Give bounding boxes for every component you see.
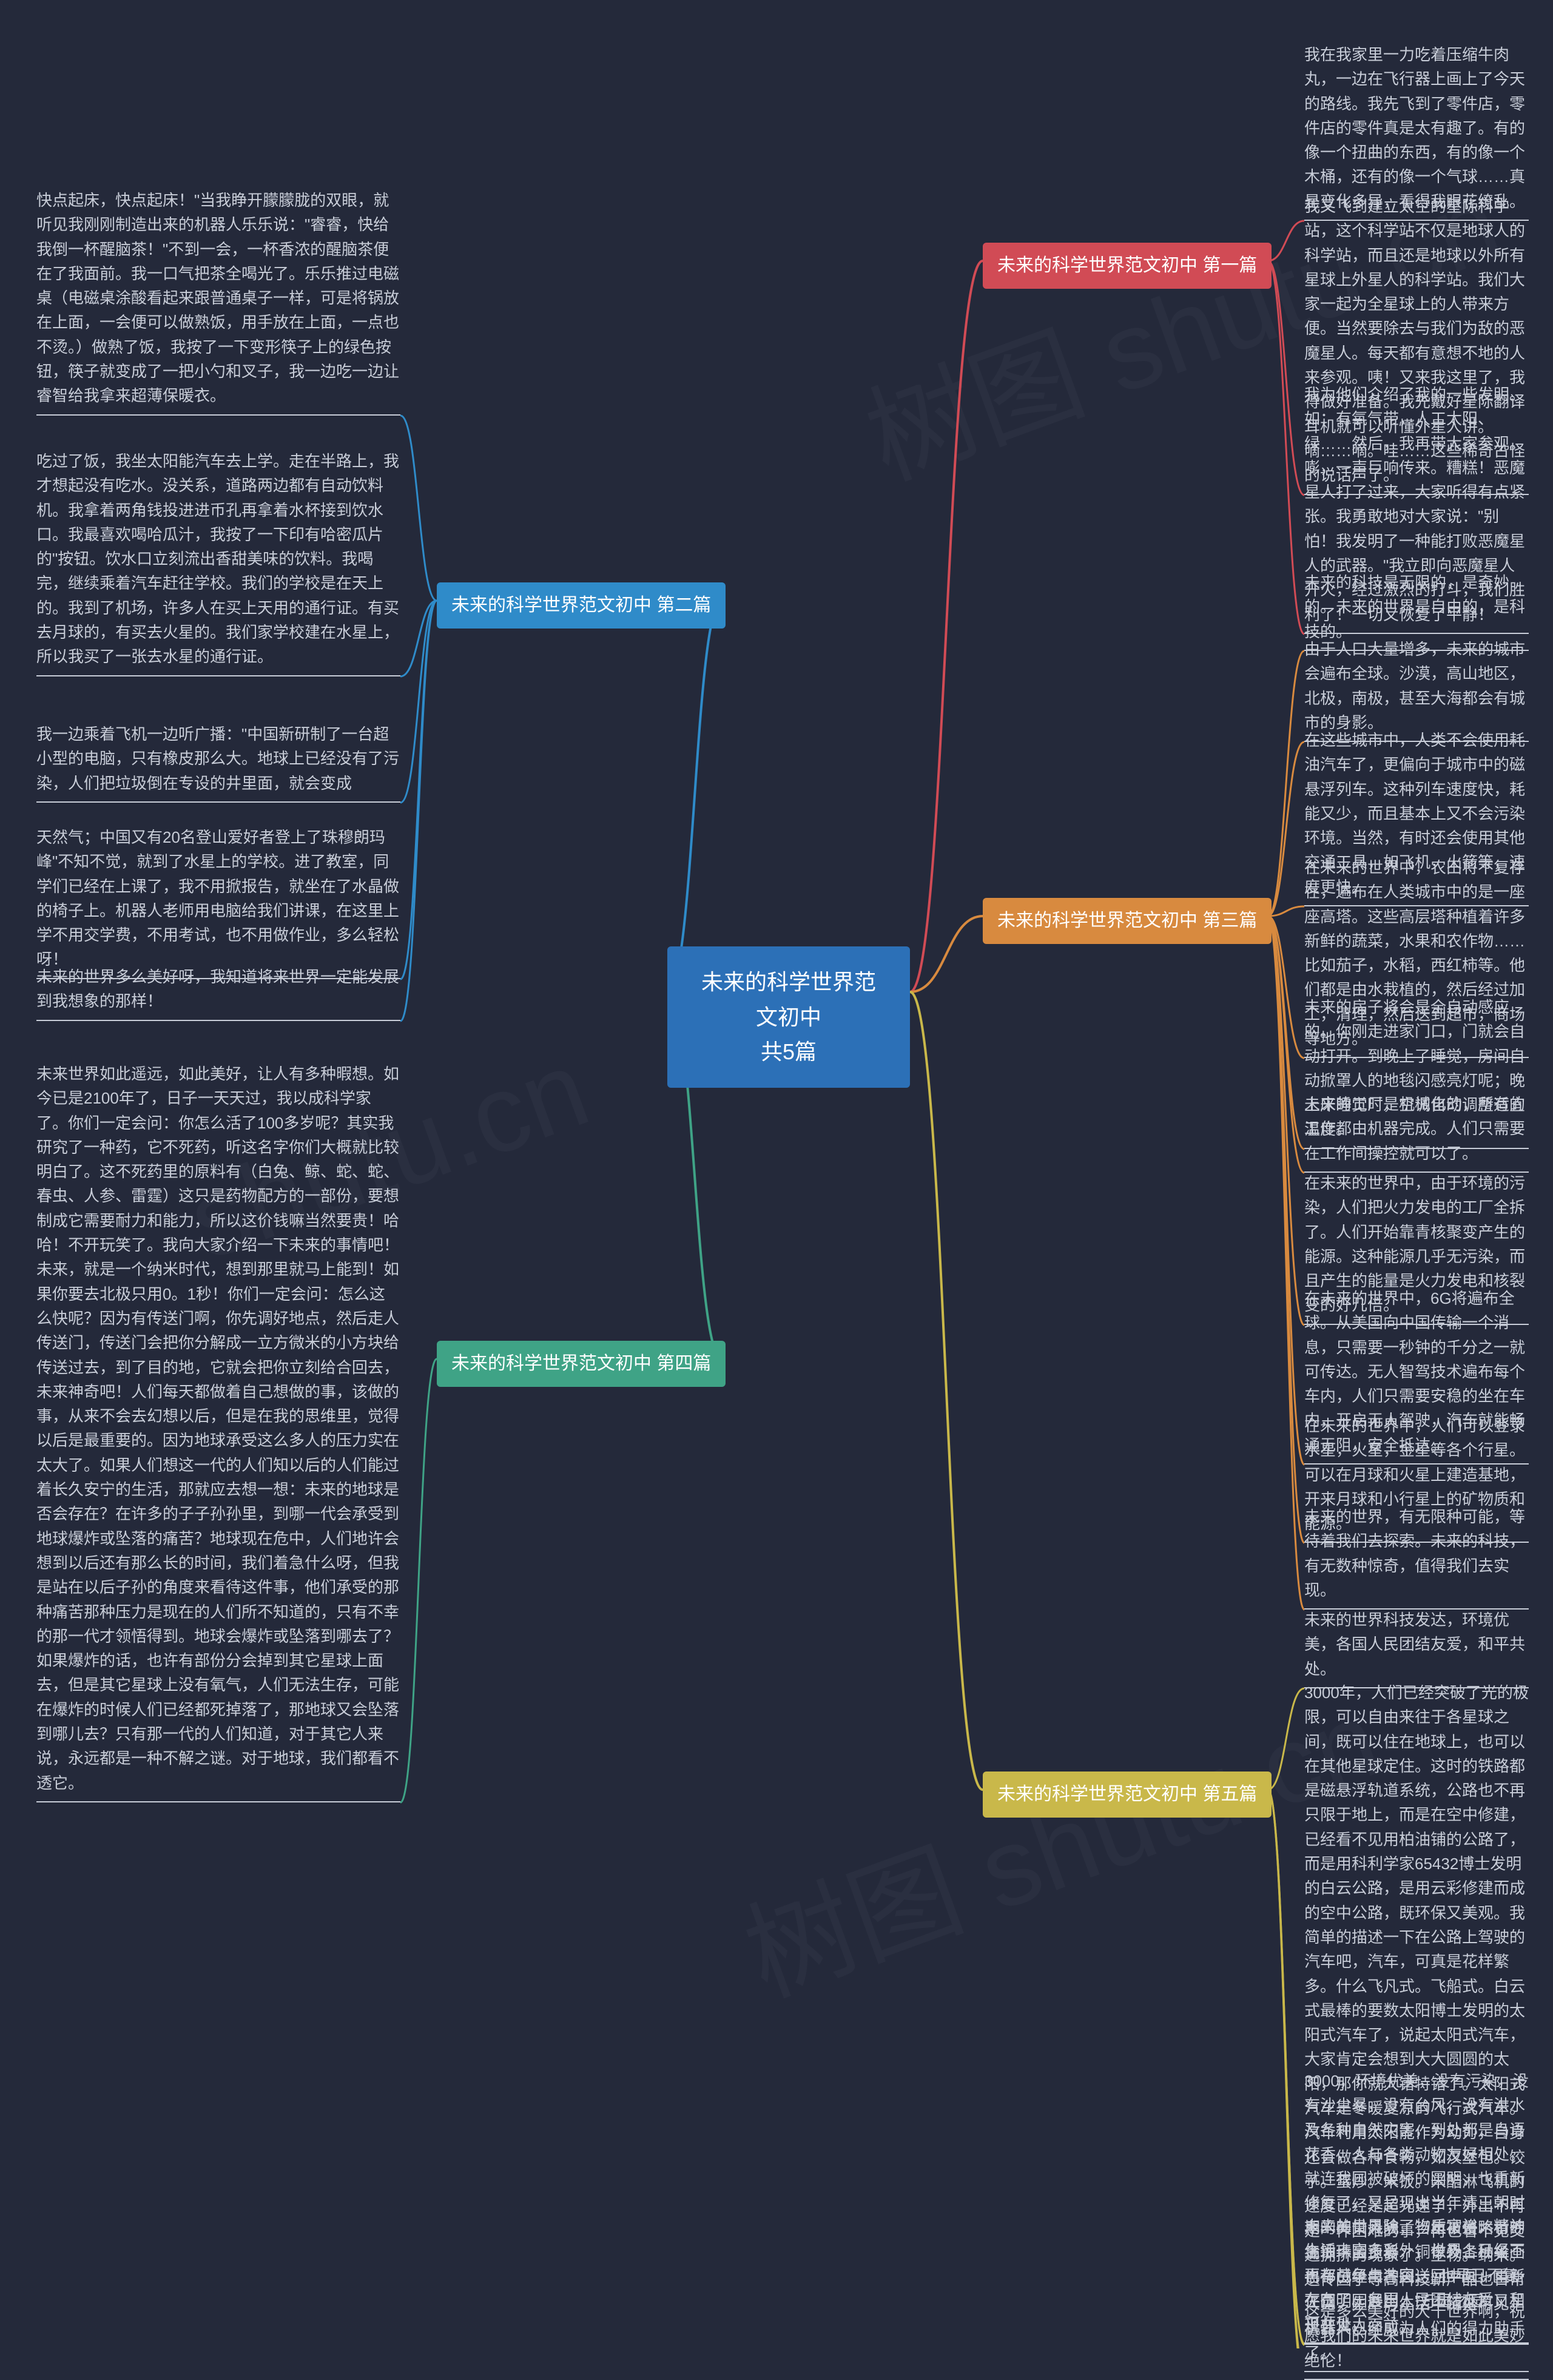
- root-node[interactable]: 未来的科学世界范文初中共5篇: [667, 946, 910, 1088]
- leaf-b2-0[interactable]: 快点起床，快点起床！"当我睁开朦朦胧的双眼，就听见我刚刚制造出来的机器人乐乐说：…: [36, 182, 400, 416]
- leaf-b3-5[interactable]: 未来的工厂是机械化的，所有的工作都由机器完成。人们只需要在工作间操控就可以了。: [1304, 1086, 1529, 1173]
- leaf-b2-2[interactable]: 我一边乘着飞机一边听广播："中国新研制了一台超小型的电脑，只有橡皮那么大。地球上…: [36, 716, 400, 803]
- branch-4[interactable]: 未来的科学世界范文初中 第四篇: [437, 1341, 726, 1387]
- leaf-b5-4[interactable]: 这是多么美好的大千世界啊，祝愿我们的未来世界就是如此美妙绝伦！: [1304, 2293, 1529, 2380]
- leaf-b2-3[interactable]: 天然气；中国又有20名登山爱好者登上了珠穆朗玛峰"不知不觉，就到了水星上的学校。…: [36, 819, 400, 979]
- leaf-b4-0[interactable]: 未来世界如此遥远，如此美好，让人有多种暇想。如今已是2100年了，日子一天天过，…: [36, 1056, 400, 1802]
- branch-5[interactable]: 未来的科学世界范文初中 第五篇: [983, 1772, 1272, 1818]
- leaf-b2-1[interactable]: 吃过了饭，我坐太阳能汽车去上学。走在半路上，我才想起没有吃水。没关系，道路两边都…: [36, 443, 400, 676]
- branch-2[interactable]: 未来的科学世界范文初中 第二篇: [437, 582, 726, 629]
- leaf-b2-4[interactable]: 未来的世界多么美好呀，我知道将来世界一定能发展到我想象的那样！: [36, 959, 400, 1021]
- leaf-b3-9[interactable]: 未来的世界，有无限种可能，等待着我们去探索。未来的科技，有无数种惊奇，值得我们去…: [1304, 1498, 1529, 1610]
- branch-3[interactable]: 未来的科学世界范文初中 第三篇: [983, 898, 1272, 944]
- branch-1[interactable]: 未来的科学世界范文初中 第一篇: [983, 243, 1272, 289]
